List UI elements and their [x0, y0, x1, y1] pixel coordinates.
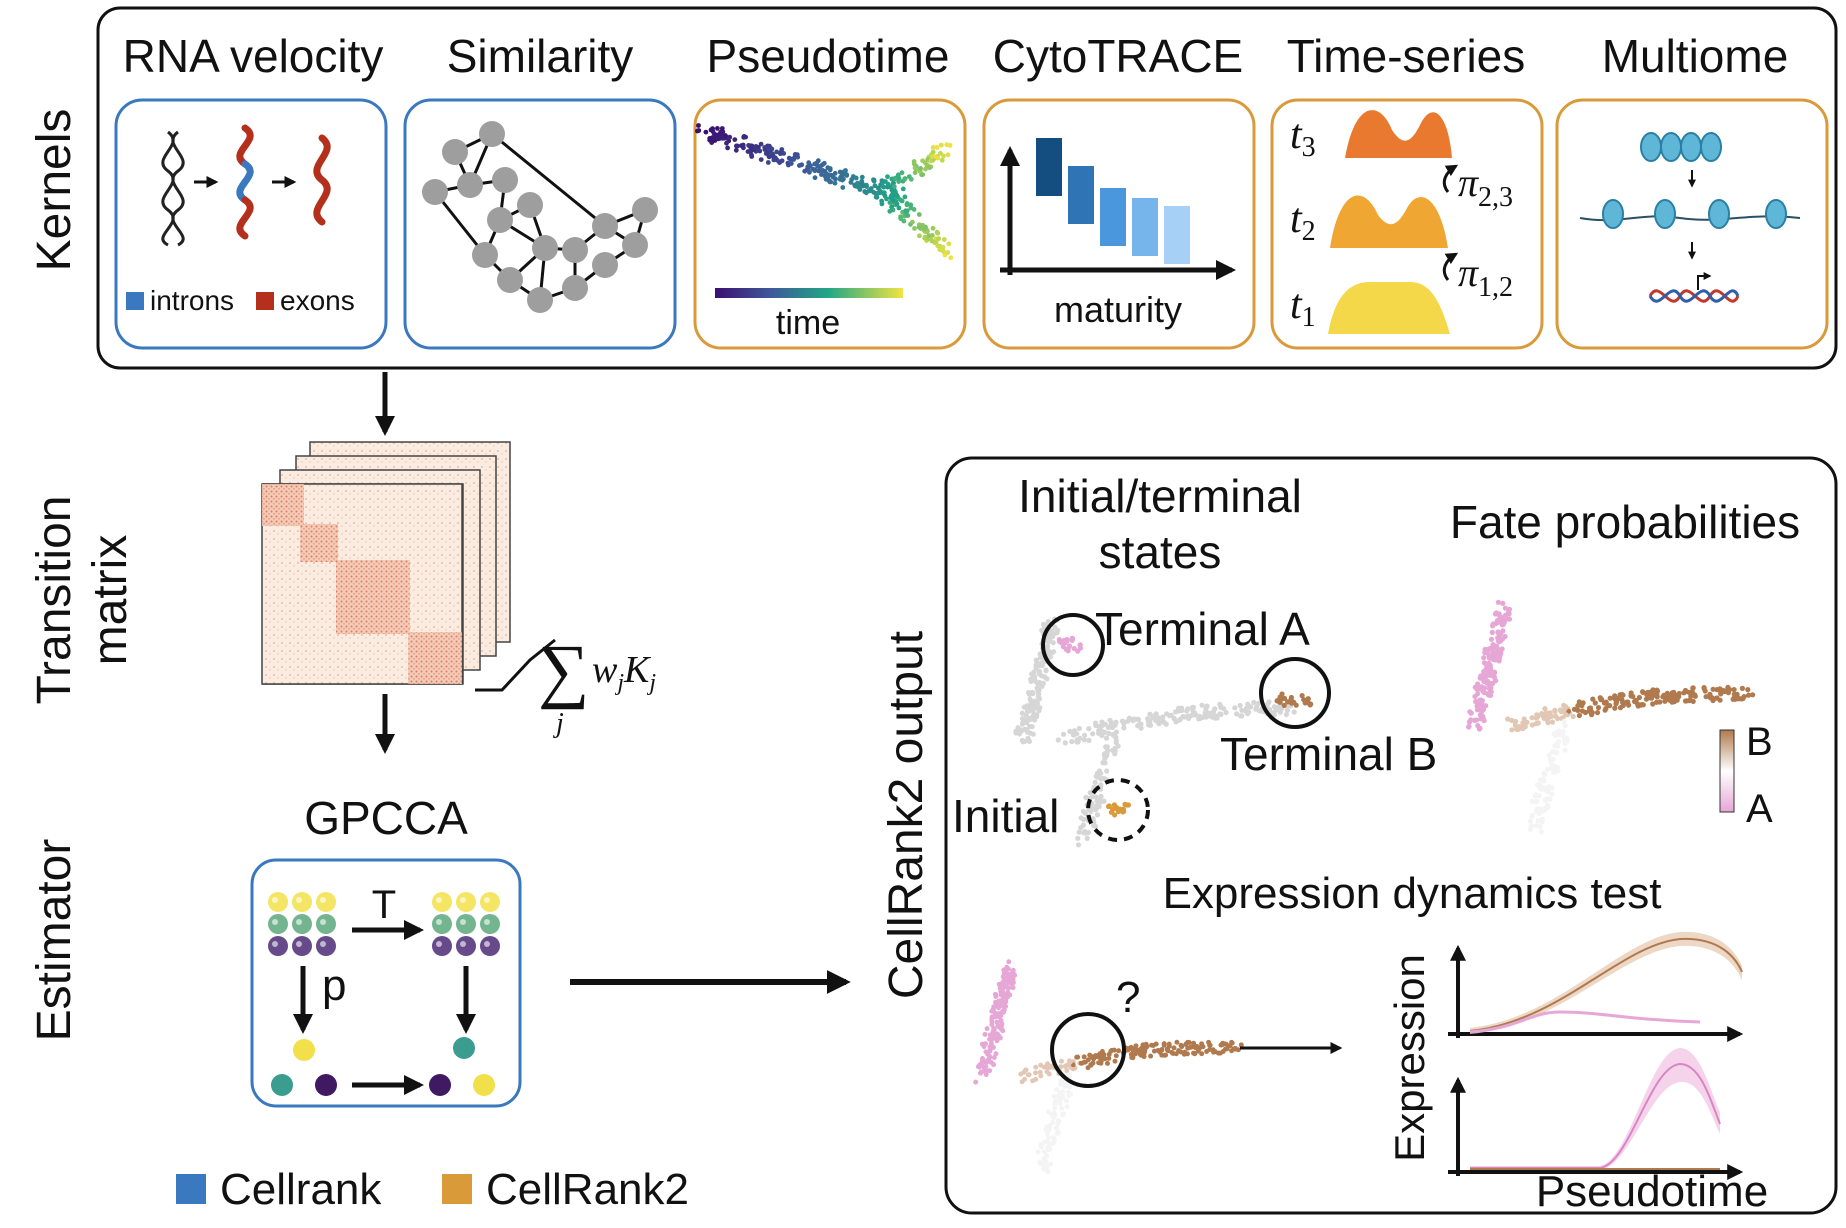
cell-clusters-right	[432, 892, 500, 956]
branch-point-circle	[1050, 1012, 1126, 1088]
fate-embedding	[1466, 599, 1756, 835]
dyn-title: Expression dynamics test	[1163, 869, 1662, 918]
kernel-box-multiome	[1555, 98, 1829, 350]
fate-b-label: B	[1746, 720, 1773, 764]
sum-index: j	[553, 708, 564, 739]
kernel-title-similarity: Similarity	[447, 30, 634, 82]
legend-cellrank2-label: CellRank2	[486, 1165, 689, 1214]
transition-row-label-1: Transition	[28, 496, 81, 705]
question-mark: ?	[1116, 973, 1140, 1022]
kernel-title-time-series: Time-series	[1287, 30, 1526, 82]
multiome-illustration	[1579, 132, 1801, 303]
dynamics-embedding	[973, 959, 1244, 1175]
exons-swatch	[256, 292, 274, 310]
sum-symbol: ∑	[538, 630, 589, 710]
macrostate-yellow-2	[473, 1074, 495, 1096]
maturity-caption: maturity	[1054, 289, 1182, 330]
estimator-row-label: Estimator	[28, 839, 81, 1042]
gpcca-title: GPCCA	[304, 792, 468, 844]
pseudotime-xlabel: Pseudotime	[1536, 1167, 1768, 1216]
kernel-box-similarity	[403, 98, 677, 350]
similarity-nodes	[422, 121, 658, 313]
states-embedding	[1013, 616, 1314, 848]
p-label: p	[322, 961, 346, 1010]
fate-colorbar	[1719, 729, 1735, 813]
expr-top-brown-line	[1469, 937, 1743, 1032]
expression-ylabel: Expression	[1386, 954, 1433, 1162]
macrostate-teal	[453, 1037, 475, 1059]
kernel-title-rna-velocity: RNA velocity	[123, 30, 384, 82]
pi12-label: π1,2	[1458, 250, 1513, 303]
kernel-title-multiome: Multiome	[1602, 30, 1789, 82]
terminal-b-circle	[1259, 657, 1331, 729]
pseudotime-scatter	[695, 123, 954, 261]
legend-cellrank-label: Cellrank	[220, 1165, 382, 1214]
legend-cellrank2-swatch	[442, 1174, 472, 1204]
macrostate-teal-2	[271, 1074, 293, 1096]
expr-top-pink-line	[1469, 1010, 1701, 1034]
fate-title: Fate probabilities	[1450, 496, 1800, 548]
time-series-distributions	[1328, 110, 1452, 334]
macrostate-yellow	[293, 1039, 315, 1061]
time-colorbar	[715, 288, 903, 298]
expression-plots	[1448, 931, 1744, 1180]
terminal-a-label: Terminal A	[1095, 603, 1310, 655]
cell-clusters-left	[268, 892, 336, 956]
macrostate-purple	[315, 1074, 337, 1096]
T-label: T	[372, 883, 396, 927]
terminal-a-circle	[1041, 613, 1105, 677]
rna-velocity-illustration: introns exons	[126, 124, 355, 316]
pi23-arrow	[1442, 164, 1459, 193]
output-frame	[944, 456, 1838, 1215]
states-title-line2: states	[1099, 526, 1222, 578]
states-title-line1: Initial/terminal	[1018, 470, 1302, 522]
exons-label: exons	[280, 285, 355, 316]
t2-label: t2	[1290, 196, 1316, 247]
t3-label: t3	[1290, 112, 1316, 163]
kernels-row-label: Kernels	[28, 109, 81, 272]
macrostate-purple-2	[429, 1074, 451, 1096]
kernel-box-pseudotime	[693, 98, 967, 350]
introns-label: introns	[150, 285, 234, 316]
expr-bottom-pink-band	[1470, 1048, 1720, 1170]
expr-bottom-pink-line	[1470, 1062, 1721, 1169]
output-side-label: CellRank2 output	[880, 631, 933, 999]
terminal-b-label: Terminal B	[1220, 728, 1437, 780]
time-caption: time	[776, 304, 840, 342]
transition-matrix-stack	[261, 441, 511, 685]
initial-circle	[1086, 778, 1150, 842]
kernels-frame	[96, 6, 1838, 370]
sum-bracket	[475, 638, 556, 692]
fate-a-label: A	[1746, 787, 1773, 831]
sum-term: wjKj	[592, 649, 656, 696]
pi12-arrow	[1442, 252, 1459, 281]
introns-swatch	[126, 292, 144, 310]
kernel-title-cytotrace: CytoTRACE	[993, 30, 1243, 82]
cytotrace-chart	[1000, 138, 1236, 280]
t1-label: t1	[1290, 282, 1316, 333]
kernel-title-pseudotime: Pseudotime	[707, 30, 950, 82]
expr-top-brown-band	[1470, 931, 1742, 1034]
pi23-label: π2,3	[1458, 160, 1513, 213]
legend-cellrank-swatch	[176, 1174, 206, 1204]
transition-row-label-2: matrix	[84, 535, 137, 666]
initial-label: Initial	[952, 790, 1059, 842]
